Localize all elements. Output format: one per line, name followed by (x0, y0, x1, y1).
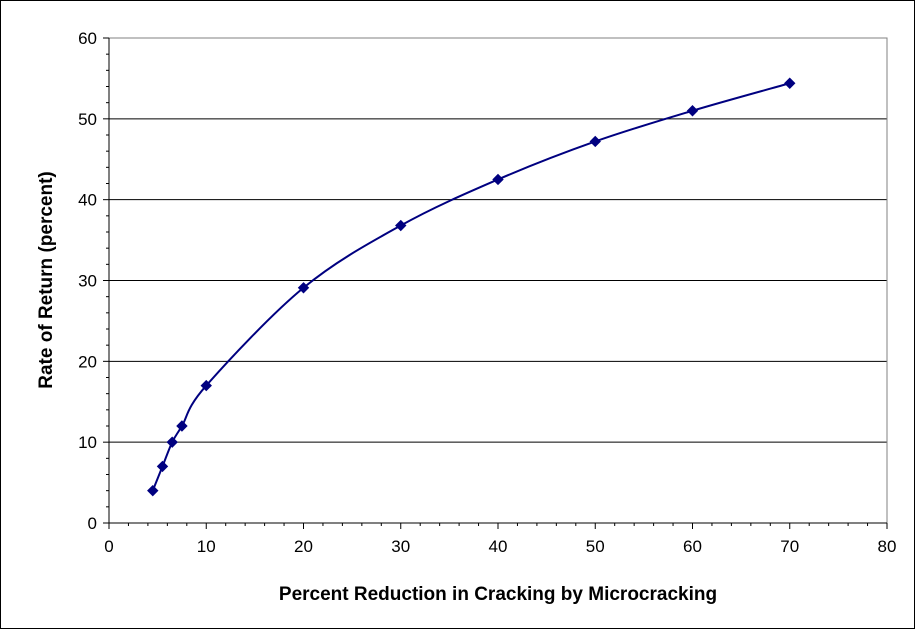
data-point-marker (686, 105, 699, 117)
x-tick-label: 80 (878, 537, 897, 556)
x-tick-label: 0 (104, 537, 113, 556)
x-tick-label: 30 (391, 537, 410, 556)
x-tick-label: 10 (197, 537, 216, 556)
data-markers (147, 77, 796, 497)
series-line (151, 82, 791, 492)
data-point-marker (200, 379, 212, 392)
data-point-marker (176, 420, 188, 432)
y-tick-label: 10 (78, 433, 97, 452)
y-tick-label: 0 (88, 514, 97, 533)
axes (103, 37, 888, 529)
y-axis-title: Rate of Return (percent) (36, 171, 57, 388)
data-point-marker (147, 484, 159, 497)
y-tick-label: 20 (78, 352, 97, 371)
x-tick-label: 70 (780, 537, 799, 556)
data-point-marker (166, 436, 178, 448)
data-point-marker (156, 460, 169, 473)
x-tick-label: 40 (489, 537, 508, 556)
x-tick-label: 20 (294, 537, 313, 556)
gridlines (109, 37, 887, 443)
y-tick-label: 30 (78, 272, 97, 291)
data-point-marker (395, 219, 407, 232)
data-point-marker (589, 135, 601, 148)
tick-labels: 0 10 20 30 40 50 60 0 10 20 30 40 50 60 70 80 (78, 29, 896, 556)
y-tick-label: 50 (78, 110, 97, 129)
x-tick-label: 60 (683, 537, 702, 556)
data-point-marker (297, 282, 310, 294)
y-tick-label: 40 (78, 191, 97, 210)
data-point-marker (492, 173, 504, 186)
x-tick-label: 50 (586, 537, 605, 556)
y-tick-label: 60 (78, 29, 97, 48)
x-axis-title: Percent Reduction in Cracking by Microcr… (279, 584, 717, 605)
data-point-marker (784, 77, 796, 89)
